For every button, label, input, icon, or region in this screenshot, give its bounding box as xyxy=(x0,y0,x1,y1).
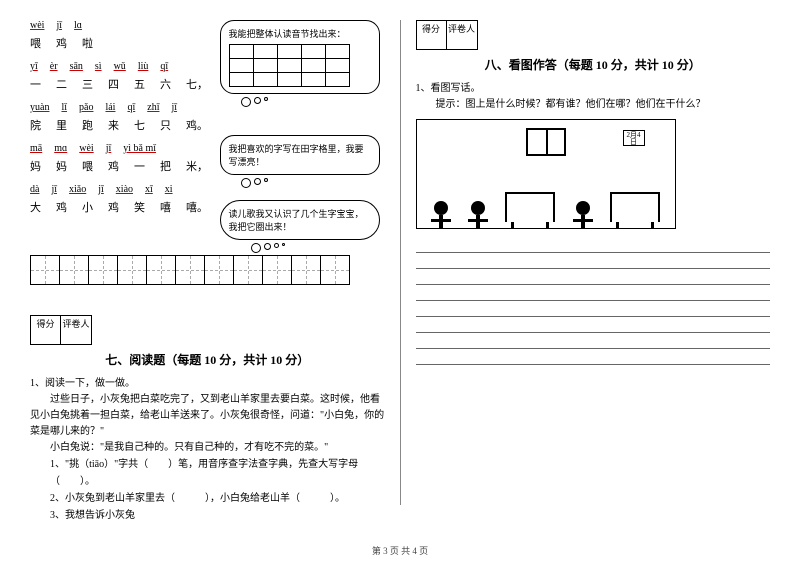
pinyin: jī xyxy=(56,20,62,31)
grader-label: 评卷人 xyxy=(61,316,91,344)
pinyin: yuàn xyxy=(30,102,49,113)
hanzi: 喂 xyxy=(82,158,96,174)
pinyin: jī xyxy=(106,143,112,154)
hanzi: 嘻 xyxy=(160,199,174,215)
pinyin: qī xyxy=(127,102,135,113)
pinyin: jī xyxy=(98,184,104,195)
reading-paragraph: 小白兔说："是我自己种的。只有自己种的，才有吃不完的菜。" xyxy=(30,440,385,456)
pinyin: dà xyxy=(30,184,39,195)
hanzi: 一 xyxy=(30,76,44,92)
hanzi: 鸡 xyxy=(108,199,122,215)
pinyin: jī xyxy=(171,102,177,113)
left-column: wèijīlɑ 喂鸡啦 yīèrsānsìwǔliùqī 一二三四五六七， yu… xyxy=(30,20,400,505)
pinyin: xiǎo xyxy=(69,184,86,195)
writing-lead: 1、看图写话。 xyxy=(416,81,771,97)
pinyin: wèi xyxy=(30,20,44,31)
hanzi: 来 xyxy=(108,117,122,133)
hanzi: 笑 xyxy=(134,199,148,215)
question-item: 3、我想告诉小灰兔 xyxy=(50,507,385,524)
hanzi: 四 xyxy=(108,76,122,92)
page-footer: 第 3 页 共 4 页 xyxy=(0,544,800,557)
hanzi: 嘻。 xyxy=(186,199,208,215)
bubble-text: 我能把整体认读音节找出来： xyxy=(229,29,346,39)
pinyin: yī xyxy=(30,61,38,72)
pinyin: mā xyxy=(30,143,42,154)
child-figure xyxy=(573,201,593,222)
hanzi: 鸡。 xyxy=(186,117,208,133)
pinyin: sì xyxy=(95,61,102,72)
score-box: 得分 评卷人 xyxy=(416,20,478,50)
hanzi: 妈 xyxy=(30,158,44,174)
score-label: 得分 xyxy=(31,316,61,344)
child-figure xyxy=(431,201,451,222)
hanzi: 小 xyxy=(82,199,96,215)
pinyin: xī xyxy=(145,184,153,195)
writing-lines xyxy=(416,239,771,365)
bubble-text: 我把喜欢的字写在田字格里，我要写漂亮！ xyxy=(229,144,364,167)
hanzi: 鸡 xyxy=(56,35,70,51)
bubble-text: 读儿歌我又认识了几个生字宝宝，我把它圈出来！ xyxy=(229,209,364,232)
scene-illustration: 2月4日 xyxy=(416,119,676,229)
question-item: 1、"挑（tiāo）"字共（ ）笔，用音序查字法查字典，先查大写字母（ ）。 xyxy=(50,456,385,490)
pinyin: èr xyxy=(50,61,58,72)
question-item: 2、小灰兔到老山羊家里去（ ），小白兔给老山羊（ ）。 xyxy=(50,490,385,507)
hanzi: 二 xyxy=(56,76,70,92)
score-box: 得分 评卷人 xyxy=(30,315,92,345)
calendar-icon: 2月4日 xyxy=(623,130,645,146)
reading-paragraph: 过些日子，小灰兔把白菜吃完了，又到老山羊家里去要白菜。这时候，他看见小白兔挑着一… xyxy=(30,392,385,440)
hanzi: 五 xyxy=(134,76,148,92)
child-figure xyxy=(468,201,488,222)
pinyin: lǐ xyxy=(61,102,67,113)
score-label: 得分 xyxy=(417,21,447,49)
pinyin: yì bǎ mǐ xyxy=(123,143,156,154)
pinyin: pǎo xyxy=(79,102,93,113)
hanzi: 只 xyxy=(160,117,174,133)
pinyin: xi xyxy=(165,184,173,195)
pinyin: liù xyxy=(138,61,149,72)
hanzi: 一 xyxy=(134,158,148,174)
pinyin: wèi xyxy=(79,143,93,154)
window-icon xyxy=(526,128,566,156)
desk-icon xyxy=(505,192,555,222)
hanzi: 院 xyxy=(30,117,44,133)
hanzi: 大 xyxy=(30,199,44,215)
pinyin: xiào xyxy=(116,184,133,195)
hanzi: 妈 xyxy=(56,158,70,174)
hanzi: 鸡 xyxy=(108,158,122,174)
pinyin: lái xyxy=(105,102,115,113)
pinyin: lɑ xyxy=(74,20,82,31)
section-7-title: 七、阅读题（每题 10 分，共计 10 分） xyxy=(30,351,385,368)
pinyin: sān xyxy=(70,61,83,72)
answer-grid xyxy=(229,44,350,87)
speech-bubble-2: 我把喜欢的字写在田字格里，我要写漂亮！ xyxy=(220,135,380,175)
tianzige-grid xyxy=(30,255,385,285)
hanzi: 跑 xyxy=(82,117,96,133)
grader-label: 评卷人 xyxy=(447,21,477,49)
hanzi: 鸡 xyxy=(56,199,70,215)
pinyin: wǔ xyxy=(114,61,126,72)
right-column: 得分 评卷人 八、看图作答（每题 10 分，共计 10 分） 1、看图写话。 提… xyxy=(400,20,771,505)
hanzi: 七 xyxy=(134,117,148,133)
section-8-title: 八、看图作答（每题 10 分，共计 10 分） xyxy=(416,56,771,73)
pinyin: qī xyxy=(160,61,168,72)
writing-hint: 提示：图上是什么时候？都有谁？他们在哪？他们在干什么？ xyxy=(416,97,771,113)
hanzi: 啦 xyxy=(82,35,96,51)
hanzi: 六 xyxy=(160,76,174,92)
hanzi: 米， xyxy=(186,158,208,174)
desk-icon xyxy=(610,192,660,222)
pinyin: mɑ xyxy=(54,143,67,154)
speech-bubble-1: 我能把整体认读音节找出来： xyxy=(220,20,380,94)
reading-lead: 1、阅读一下，做一做。 xyxy=(30,376,385,392)
hanzi: 里 xyxy=(56,117,70,133)
hanzi: 喂 xyxy=(30,35,44,51)
pinyin: jī xyxy=(51,184,57,195)
speech-bubble-3: 读儿歌我又认识了几个生字宝宝，我把它圈出来！ xyxy=(220,200,380,240)
pinyin: zhī xyxy=(147,102,159,113)
hanzi: 把 xyxy=(160,158,174,174)
hanzi: 七， xyxy=(186,76,208,92)
hanzi: 三 xyxy=(82,76,96,92)
